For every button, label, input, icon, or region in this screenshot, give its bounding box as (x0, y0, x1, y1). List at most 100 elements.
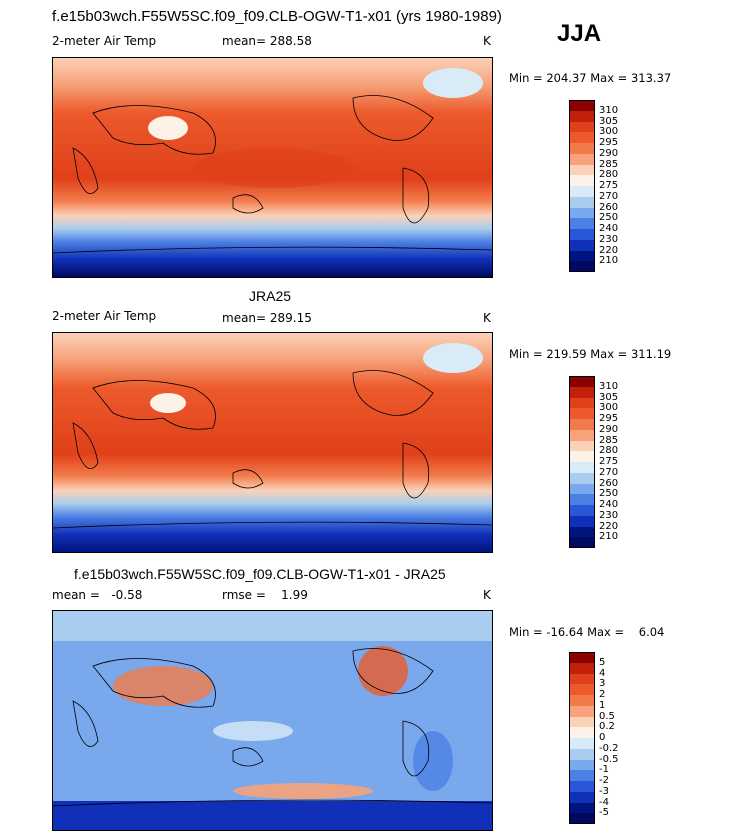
colorbar-swatch (569, 705, 595, 717)
colorbar-swatch (569, 143, 595, 154)
panel1-map (52, 57, 493, 278)
colorbar-tick-label: 260 (599, 477, 619, 489)
colorbar-swatch (569, 483, 595, 495)
panel2-minmax: Min = 219.59 Max = 311.19 (509, 347, 672, 361)
colorbar-swatch (569, 175, 595, 187)
panel1-minmax: Min = 204.37 Max = 313.37 (509, 71, 672, 85)
colorbar-swatch (569, 386, 595, 398)
colorbar-swatch (569, 376, 595, 387)
panel2-mean: mean= 289.15 (222, 311, 312, 325)
colorbar-swatch (569, 250, 595, 262)
colorbar-tick-label: 305 (599, 115, 619, 127)
colorbar-tick-label: -0.5 (599, 753, 619, 765)
colorbar-tick-label: 1 (599, 699, 606, 711)
colorbar-swatch (569, 472, 595, 484)
panel2-map (52, 332, 493, 553)
panel3-colorbar: 5 4 3 2 1 0.5 0.2 0 -0.2 -0.5 -1 -2 -3 -4 -5 (569, 652, 639, 825)
colorbar-swatch (569, 419, 595, 430)
colorbar-tick-label: 295 (599, 137, 619, 148)
colorbar-tick-label: 230 (599, 509, 619, 521)
panel1-units: K (483, 34, 491, 48)
colorbar-swatch (569, 738, 595, 749)
colorbar-tick-label: 295 (599, 413, 619, 424)
colorbar-tick-label: 250 (599, 212, 619, 224)
colorbar-swatch (569, 196, 595, 208)
colorbar-swatch (569, 397, 595, 409)
panel3-units: K (483, 588, 491, 602)
colorbar-swatch (569, 218, 595, 230)
colorbar-swatch (569, 121, 595, 133)
colorbar-tick-label: 310 (599, 380, 619, 392)
colorbar-swatch (569, 537, 595, 549)
colorbar-tick-label: 310 (599, 104, 619, 116)
colorbar-tick-label: 3 (599, 678, 606, 690)
colorbar-swatch (569, 164, 595, 176)
season-label: JJA (557, 20, 602, 47)
figure-title: f.e15b03wch.F55W5SC.f09_f09.CLB-OGW-T1-x… (52, 8, 502, 25)
panel2-title: JRA25 (249, 288, 292, 304)
panel3-map (52, 610, 493, 831)
colorbar-tick-label: 290 (599, 147, 619, 159)
colorbar-swatch (569, 727, 595, 739)
colorbar-tick-label: 270 (599, 466, 619, 478)
colorbar-tick-label: 270 (599, 190, 619, 202)
colorbar-swatch (569, 791, 595, 803)
colorbar-tick-label: 300 (599, 402, 619, 414)
colorbar-swatch (569, 505, 595, 516)
colorbar-tick-label: 240 (599, 499, 619, 510)
colorbar-tick-label: 5 (599, 656, 606, 668)
panel2-variable: 2-meter Air Temp (52, 309, 157, 323)
colorbar-swatch (569, 462, 595, 473)
colorbar-tick-label: 285 (599, 434, 619, 446)
panel3-minmax: Min = -16.64 Max = 6.04 (509, 625, 665, 639)
colorbar-swatch (569, 652, 595, 663)
colorbar-tick-label: 4 (599, 667, 606, 679)
colorbar-tick-label: 250 (599, 488, 619, 500)
colorbar-swatch (569, 186, 595, 197)
panel1-colorbar: 310 305 300 295 290 285 280 275 270 260 250 240 230 2… (569, 100, 639, 273)
colorbar-tick-label: 285 (599, 158, 619, 170)
colorbar-tick-label: 240 (599, 223, 619, 234)
colorbar-swatch (569, 132, 595, 144)
colorbar-swatch (569, 759, 595, 771)
colorbar-tick-label: 290 (599, 423, 619, 435)
colorbar-swatch (569, 515, 595, 527)
colorbar-tick-label: 280 (599, 169, 619, 181)
colorbar-swatch (569, 695, 595, 706)
colorbar-swatch (569, 802, 595, 814)
colorbar-tick-label: -1 (599, 764, 609, 776)
colorbar-swatch (569, 429, 595, 441)
colorbar-tick-label: 300 (599, 126, 619, 138)
colorbar-swatch (569, 207, 595, 219)
colorbar-swatch (569, 716, 595, 728)
colorbar-swatch (569, 239, 595, 251)
colorbar-swatch (569, 781, 595, 792)
colorbar-tick-label: -4 (599, 796, 609, 808)
panel1-mean: mean= 288.58 (222, 34, 312, 48)
panel1-variable: 2-meter Air Temp (52, 34, 157, 48)
colorbar-swatch (569, 748, 595, 760)
colorbar-tick-label: 2 (599, 689, 606, 700)
colorbar-swatch (569, 100, 595, 111)
colorbar-tick-label: -0.2 (599, 742, 619, 754)
colorbar-tick-label: 275 (599, 180, 619, 191)
colorbar-tick-label: -3 (599, 785, 609, 797)
colorbar-tick-label: 220 (599, 244, 619, 256)
colorbar-swatch (569, 451, 595, 463)
colorbar-tick-label: 305 (599, 391, 619, 403)
colorbar-swatch (569, 261, 595, 273)
panel2-units: K (483, 311, 491, 325)
colorbar-swatch (569, 684, 595, 696)
colorbar-tick-label: -5 (599, 807, 609, 819)
colorbar-tick-label: 0.5 (599, 710, 615, 722)
colorbar-tick-label: 275 (599, 456, 619, 467)
colorbar-swatch (569, 408, 595, 420)
colorbar-swatch (569, 153, 595, 165)
colorbar-swatch (569, 440, 595, 452)
colorbar-tick-label: 210 (599, 531, 619, 543)
colorbar-swatch (569, 494, 595, 506)
colorbar-swatch (569, 526, 595, 538)
colorbar-swatch (569, 110, 595, 122)
colorbar-swatch (569, 662, 595, 674)
colorbar-tick-label: 210 (599, 255, 619, 267)
